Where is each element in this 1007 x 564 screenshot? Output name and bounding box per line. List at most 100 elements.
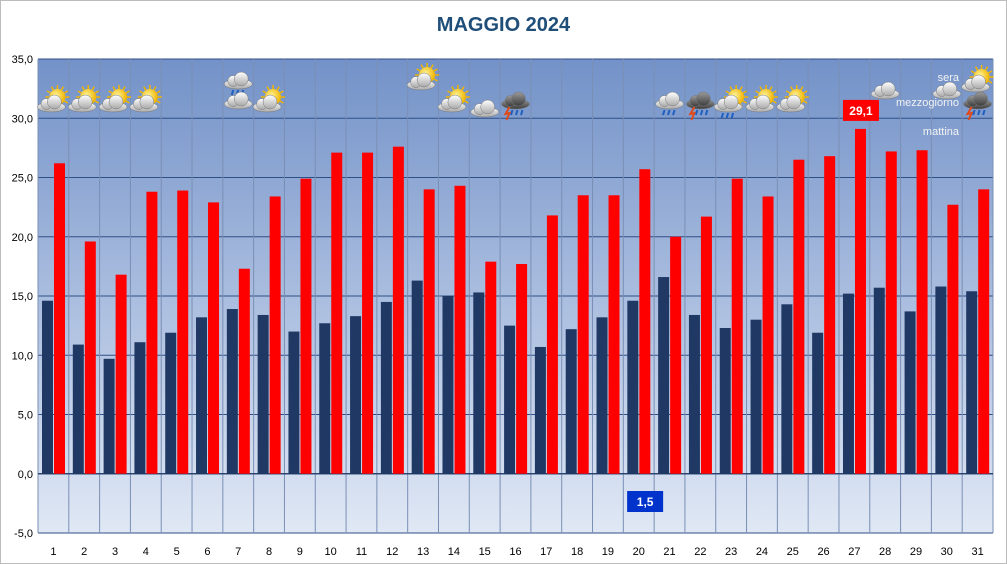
bar-max-2 [84,241,96,474]
x-tick-label: 28 [879,546,891,558]
x-tick-label: 31 [971,546,983,558]
bar-min-23 [719,327,731,474]
x-tick-label: 25 [787,546,799,558]
x-tick-label: 24 [756,546,768,558]
x-tick-label: 15 [479,546,491,558]
bar-min-3 [103,358,115,474]
bar-max-30 [947,204,959,474]
storm-cloud-icon [501,91,530,121]
bar-max-21 [670,236,682,474]
x-tick-label: 10 [325,546,337,558]
x-tick-label: 12 [386,546,398,558]
bar-min-20 [627,300,639,474]
bar-min-16 [504,325,516,474]
x-tick-label: 6 [204,546,210,558]
bar-max-4 [146,191,158,474]
bar-min-4 [134,342,146,474]
y-tick-label: 30,0 [12,113,33,125]
bar-min-15 [473,292,485,474]
bar-min-5 [165,332,177,474]
bar-min-31 [966,291,978,474]
bar-min-30 [935,286,947,474]
y-tick-label: 10,0 [12,350,33,362]
y-tick-label: 5,0 [18,410,33,422]
bar-max-27 [854,128,866,474]
bar-max-12 [392,146,404,474]
bar-max-9 [300,178,312,474]
x-tick-label: 26 [817,546,829,558]
cloud-icon [932,81,962,100]
bar-min-1 [42,300,53,474]
bar-max-10 [331,152,343,474]
x-tick-label: 23 [725,546,737,558]
annotation-box [627,491,664,512]
y-tick-label: -5,0 [14,528,33,540]
bar-max-1 [54,163,65,474]
bar-min-2 [72,344,84,474]
bar-min-8 [257,314,269,474]
bar-max-24 [762,196,774,474]
x-tick-label: 22 [694,546,706,558]
x-tick-label: 18 [571,546,583,558]
x-tick-label: 4 [143,546,149,558]
bar-max-18 [577,195,589,474]
cloud-icon [223,91,253,110]
rain-cloud-icon [655,91,684,116]
bar-min-21 [658,277,670,474]
x-tick-label: 11 [356,546,367,558]
x-tick-label: 20 [633,546,645,558]
x-tick-label: 5 [174,546,180,558]
bar-max-14 [454,185,466,474]
x-tick-label: 19 [602,546,614,558]
x-tick-label: 27 [848,546,860,558]
bar-max-8 [269,196,281,474]
sun-cloud-icon [37,85,70,113]
x-tick-label: 8 [266,546,272,558]
bar-max-23 [731,178,743,474]
storm-cloud-icon [686,91,715,121]
bar-min-10 [319,323,331,474]
sun-cloud-icon [745,85,778,113]
bar-max-22 [700,216,712,474]
x-tick-label: 9 [297,546,303,558]
sun-cloud-icon [252,85,286,113]
bar-min-14 [442,296,454,474]
bar-min-7 [226,309,238,474]
annotation-label: 1,5 [637,495,654,509]
bar-min-22 [688,314,700,474]
cloud-icon [870,81,900,100]
bar-min-29 [904,311,916,474]
annotation-box [842,99,879,121]
chart-title: MAGGIO 2024 [436,14,571,36]
bar-min-17 [534,346,546,474]
bar-max-3 [115,274,127,474]
sun-cloud-icon [129,85,162,113]
bar-min-28 [873,287,885,474]
y-tick-label: 15,0 [12,291,33,303]
x-tick-label: 29 [910,546,922,558]
storm-cloud-icon [963,91,992,121]
x-tick-label: 17 [540,546,552,558]
y-tick-label: 35,0 [12,54,33,66]
rain-cloud-icon [223,71,253,96]
x-tick-label: 2 [81,546,87,558]
bar-max-20 [639,169,651,474]
sun-cloud-icon [776,85,809,113]
bar-max-16 [516,264,528,474]
bar-min-25 [781,304,793,474]
bar-max-13 [423,189,435,474]
bar-min-6 [196,317,208,474]
bar-max-25 [793,159,805,474]
bar-max-19 [608,195,620,474]
x-tick-label: 1 [50,546,56,558]
x-tick-label: 3 [112,546,118,558]
bar-max-17 [546,215,558,474]
bar-min-12 [380,301,392,474]
x-tick-label: 16 [509,546,521,558]
bar-min-11 [350,316,362,474]
y-tick-label: 25,0 [12,173,33,185]
sun-cloud-icon [437,85,470,113]
bar-max-6 [208,202,220,474]
